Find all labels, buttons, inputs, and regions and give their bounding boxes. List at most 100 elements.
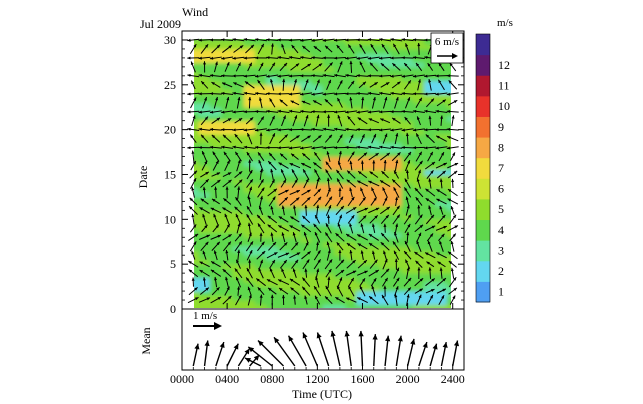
wind-vector (187, 73, 200, 78)
wind-vector (200, 80, 209, 89)
mean-vector (316, 332, 330, 367)
vector-head (216, 287, 220, 291)
vector-head (345, 127, 349, 131)
vector-head (212, 151, 216, 156)
wind-vector (403, 214, 412, 225)
wind-vector (437, 261, 446, 268)
wind-vector (349, 160, 353, 171)
vector-head (325, 232, 329, 236)
vector-head (405, 196, 409, 201)
wind-vector (300, 146, 313, 150)
mean-vector (372, 334, 378, 367)
vector-head (232, 56, 236, 60)
vector-head (426, 261, 430, 265)
vector-head (453, 340, 460, 347)
wind-vector (326, 241, 331, 251)
vector-head (293, 205, 297, 209)
vector-head (205, 179, 209, 183)
vector-head (390, 38, 394, 42)
wind-vector (383, 285, 387, 297)
vector-head (349, 250, 353, 254)
wind-vector (450, 152, 456, 162)
mean-vector (384, 335, 391, 367)
vector-head (311, 74, 315, 78)
wind-vector (412, 128, 425, 132)
vector-head (317, 259, 321, 263)
vector-head (267, 215, 272, 219)
wind-vector (403, 80, 412, 90)
wind-vector (401, 92, 414, 96)
wind-vector (435, 109, 448, 113)
vector-head (214, 61, 218, 66)
wind-vector (277, 56, 290, 60)
wind-vector (270, 294, 274, 306)
vector-head (385, 335, 391, 342)
vector-head (291, 153, 295, 157)
wind-vector (232, 145, 245, 149)
wind-vector (243, 145, 256, 149)
wind-vector (301, 189, 311, 196)
wind-vector (222, 268, 232, 278)
wind-vector (247, 62, 253, 72)
vector-head (404, 178, 408, 183)
vector-head (198, 145, 202, 150)
vector-head (337, 178, 340, 182)
wind-vector (316, 204, 320, 216)
vector-head (225, 186, 229, 190)
vector-head (301, 224, 305, 228)
vector-head (340, 205, 344, 210)
mean-vector (358, 330, 364, 367)
vector-head (258, 267, 262, 272)
vector-head (453, 277, 457, 281)
vector-head (404, 240, 408, 245)
wind-vector (404, 116, 411, 125)
shading-cell (333, 39, 346, 45)
wind-vector (187, 146, 200, 150)
vector-head (328, 205, 332, 209)
wind-vector (210, 207, 222, 214)
vector-head (384, 96, 388, 101)
vector-head (198, 110, 202, 114)
wind-vector (324, 259, 333, 270)
wind-vector (202, 213, 207, 225)
wind-vector (356, 145, 369, 149)
vector-head (243, 128, 248, 132)
vector-head (260, 62, 264, 67)
wind-vector (289, 252, 301, 259)
wind-vector (335, 296, 345, 304)
wind-vector (383, 159, 387, 172)
wind-vector (435, 128, 448, 132)
vector-head (384, 258, 388, 263)
vector-head (243, 74, 247, 78)
vector-head (401, 56, 405, 60)
vector-head (446, 74, 450, 78)
vector-head (368, 118, 373, 122)
vector-head (266, 128, 270, 132)
vector-head (307, 197, 311, 201)
vector-head (288, 38, 293, 42)
vector-head (281, 232, 285, 236)
wind-vector (404, 159, 411, 172)
wind-vector (232, 128, 245, 132)
mean-vector (249, 354, 260, 367)
wind-vector (322, 127, 335, 132)
vector-head (193, 224, 197, 228)
wind-vector (371, 223, 376, 234)
wind-vector (368, 152, 379, 161)
vector-head (437, 261, 441, 265)
vector-head (371, 250, 375, 255)
wind-vector (222, 295, 232, 305)
wind-vector (302, 152, 311, 161)
vector-head (350, 134, 354, 139)
wind-vector (246, 205, 253, 215)
wind-vector (335, 269, 345, 277)
vector-head (339, 214, 342, 219)
vector-head (209, 145, 214, 149)
vector-head (250, 44, 254, 49)
vector-head (300, 56, 304, 60)
wind-vector (311, 92, 324, 96)
vector-head (280, 153, 284, 157)
vector-head (301, 100, 306, 104)
vector-head (248, 97, 252, 101)
vector-head (248, 259, 252, 263)
